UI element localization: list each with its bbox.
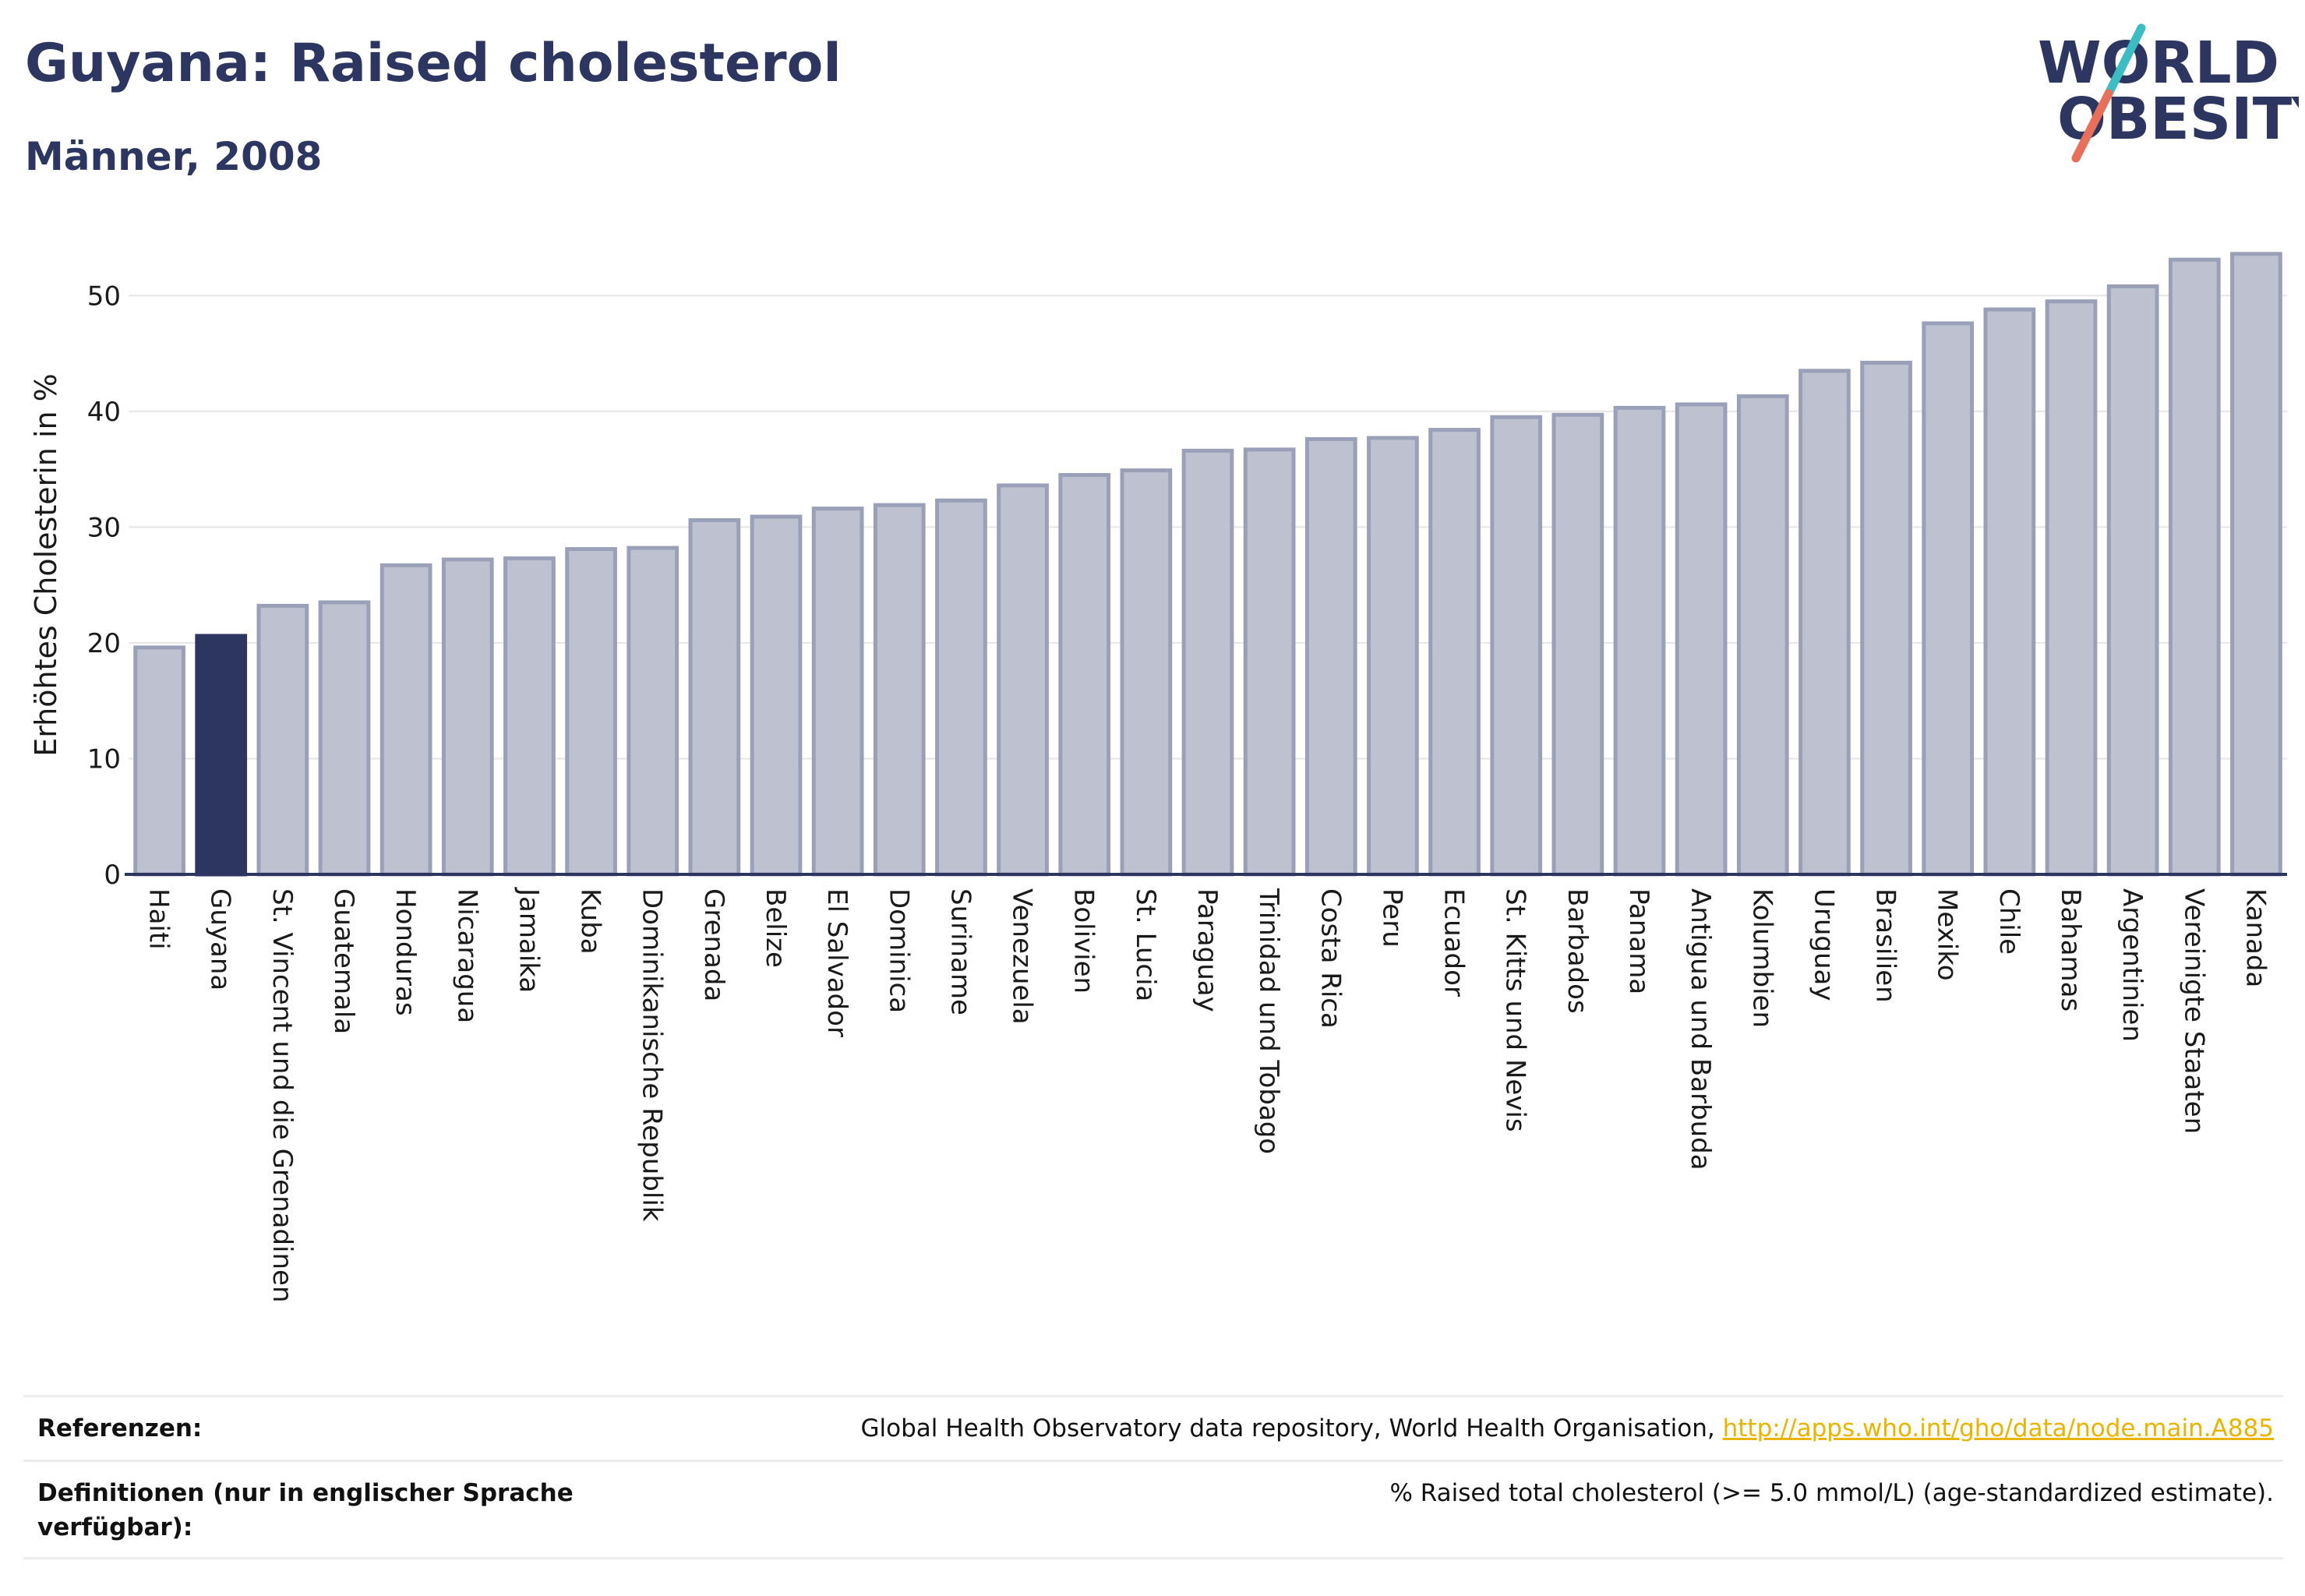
bar[interactable] [873,503,926,877]
logo-word-world: WORLD [2038,30,2279,97]
bar[interactable] [1304,436,1357,877]
y-tick-label: 20 [87,628,121,659]
x-tick-label: Bahamas [2055,888,2086,1012]
x-tick-label: Peru [1376,888,1407,948]
bar[interactable] [1551,412,1604,877]
references-text: Global Health Observatory data repositor… [860,1414,1715,1442]
chart-title: Guyana: Raised cholesterol [25,33,842,94]
x-tick-label: St. Vincent und die Grenadinen [267,888,298,1303]
bar[interactable] [256,603,309,877]
x-tick-labels: Haiti Guyana St. Vincent und die Grenadine… [143,887,2271,1303]
bar[interactable] [1120,468,1173,877]
bar[interactable] [811,507,864,877]
bar[interactable] [1922,321,1975,877]
bar[interactable] [318,600,371,877]
bar[interactable] [627,546,679,877]
definitions-row: Definitionen (nur in englischer Sprache … [23,1460,2283,1559]
x-tick-label: Grenada [698,888,729,1001]
x-tick-label: Kolumbien [1746,888,1777,1028]
x-tick-label: Uruguay [1808,888,1839,1001]
x-tick-label: St. Kitts und Nevis [1500,888,1531,1132]
logo-teal-slash [2104,23,2146,98]
x-tick-label: Guatemala [328,888,359,1034]
bar[interactable] [2106,284,2159,877]
bar[interactable] [1058,473,1111,877]
x-tick-label: Trinidad und Tobago [1253,888,1284,1154]
bar[interactable] [1860,360,1912,877]
x-tick-label: Dominikanische Republik [637,888,668,1222]
bar[interactable] [441,557,494,877]
y-axis-label: Erhöhtes Cholesterin in % [29,373,63,757]
y-tick-label: 50 [87,281,121,312]
x-tick-label: Kuba [575,888,606,955]
bars [133,252,2282,877]
bar[interactable] [1736,394,1789,877]
references-row: Referenzen: Global Health Observatory da… [23,1395,2283,1460]
x-tick-label: Haiti [143,888,175,950]
y-tick-labels: 0 10 20 30 40 50 [87,281,121,891]
x-tick-label: Argentinien [2116,888,2148,1042]
x-tick-label: Brasilien [1870,888,1901,1003]
bar[interactable] [503,556,556,877]
logo-coral-slash [2071,89,2113,163]
bar[interactable] [935,498,987,877]
bar[interactable] [2168,257,2221,877]
bar[interactable] [1243,447,1296,877]
bar[interactable] [997,483,1049,877]
x-tick-label: Costa Rica [1315,888,1346,1029]
x-tick-label: Bolivien [1068,888,1100,994]
y-tick-label: 40 [87,397,121,428]
bar[interactable] [1181,448,1234,877]
bar[interactable] [1367,436,1419,877]
references-value: Global Health Observatory data repositor… [861,1411,2274,1446]
world-obesity-logo: WORLD OBESITY [2038,23,2299,163]
references-link[interactable]: http://apps.who.int/gho/data/node.main.A… [1722,1414,2274,1442]
bar[interactable] [195,634,248,877]
bar[interactable] [688,517,741,877]
x-tick-label: Dominica [883,888,914,1013]
x-tick-label: Barbados [1562,888,1593,1014]
x-tick-label: El Salvador [821,888,852,1037]
x-tick-label: Suriname [944,888,976,1015]
bar[interactable] [133,645,185,877]
bar[interactable] [1675,402,1728,877]
references-label: Referenzen: [37,1414,203,1442]
x-tick-label: Venezuela [1007,888,1038,1025]
x-tick-label: Honduras [390,888,421,1016]
chart-subtitle: Männer, 2008 [25,134,323,179]
bar[interactable] [750,514,803,877]
bar[interactable] [1490,415,1543,877]
definitions-value: % Raised total cholesterol (>= 5.0 mmol/… [1389,1479,2274,1507]
bar[interactable] [1798,369,1851,877]
bar[interactable] [1983,307,2036,877]
x-tick-label: Kanada [2240,888,2271,987]
bar[interactable] [379,563,432,877]
x-tick-label: Ecuador [1438,888,1470,997]
x-tick-label: Panama [1623,888,1654,994]
x-tick-label: Antigua und Barbuda [1685,888,1716,1171]
x-tick-label: Paraguay [1191,888,1223,1012]
x-tick-label: Mexiko [1932,888,1963,981]
bar[interactable] [1428,428,1481,877]
x-tick-label: Nicaragua [451,888,482,1023]
x-tick-label: Vereinigte Staaten [2178,888,2209,1134]
y-tick-label: 30 [87,512,121,543]
x-tick-label: Guyana [205,888,236,990]
bar[interactable] [1613,405,1666,877]
x-tick-label: Jamaika [513,887,544,993]
bar[interactable] [565,547,617,877]
y-tick-label: 10 [87,743,121,775]
x-tick-label: Chile [1993,888,2024,955]
bar[interactable] [2230,252,2282,877]
y-tick-label: 0 [104,860,121,891]
definitions-label: Definitionen (nur in englischer Sprache … [37,1479,574,1541]
bar-chart: 0 10 20 30 40 50 Haiti Guyana St. Vincent und d… [29,252,2287,1303]
x-tick-label: St. Lucia [1130,888,1161,1001]
bar[interactable] [2045,299,2098,877]
x-tick-label: Belize [760,888,791,968]
